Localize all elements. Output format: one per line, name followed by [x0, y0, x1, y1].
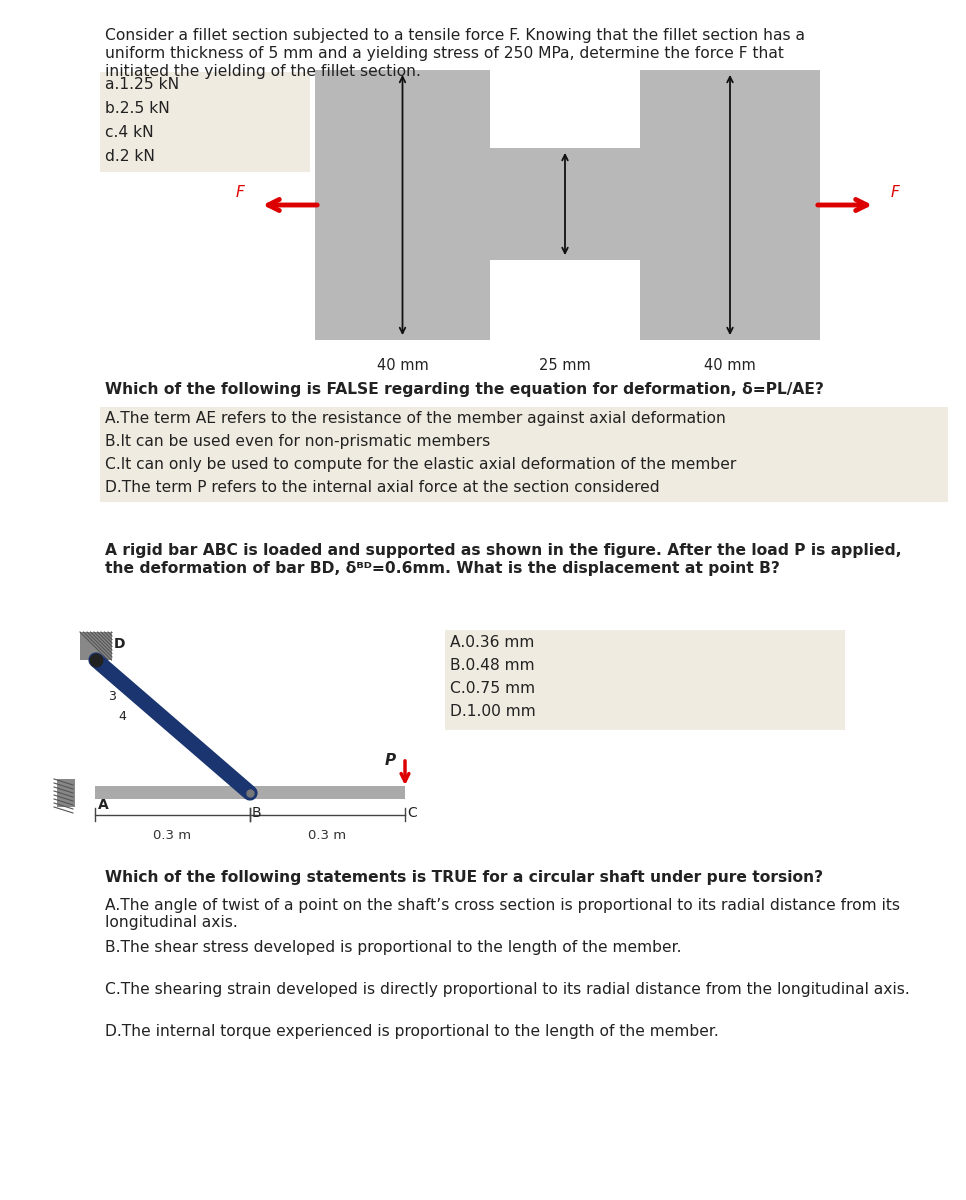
Text: B.It can be used even for non-prismatic members: B.It can be used even for non-prismatic … [105, 434, 491, 449]
Text: uniform thickness of 5 mm and a yielding stress of 250 MPa, determine the force : uniform thickness of 5 mm and a yielding… [105, 46, 783, 61]
Text: C.0.75 mm: C.0.75 mm [450, 680, 535, 696]
Text: A.The term AE refers to the resistance of the member against axial deformation: A.The term AE refers to the resistance o… [105, 410, 725, 426]
Text: A rigid bar ABC is loaded and supported as shown in the figure. After the load P: A rigid bar ABC is loaded and supported … [105, 542, 901, 558]
Text: the deformation of bar BD, δᴮᴰ=0.6mm. What is the displacement at point B?: the deformation of bar BD, δᴮᴰ=0.6mm. Wh… [105, 560, 780, 576]
Text: 0.3 m: 0.3 m [308, 829, 347, 842]
Text: C.The shearing strain developed is directly proportional to its radial distance : C.The shearing strain developed is direc… [105, 982, 910, 997]
Text: P: P [385, 754, 396, 768]
Text: 3: 3 [108, 690, 116, 703]
Bar [100, 72, 310, 172]
Text: C.It can only be used to compute for the elastic axial deformation of the member: C.It can only be used to compute for the… [105, 457, 736, 472]
Bar [490, 148, 640, 260]
Text: A: A [98, 798, 109, 812]
Text: D.The term P refers to the internal axial force at the section considered: D.The term P refers to the internal axia… [105, 480, 660, 494]
Text: c.4 kN: c.4 kN [105, 125, 154, 140]
Text: 25 mm: 25 mm [539, 358, 591, 373]
Bar [100, 407, 948, 502]
Bar [95, 786, 405, 799]
Text: B: B [252, 806, 262, 820]
Text: d.2 kN: d.2 kN [105, 149, 155, 164]
Text: Which of the following statements is TRUE for a circular shaft under pure torsio: Which of the following statements is TRU… [105, 870, 823, 886]
Bar [445, 630, 845, 730]
Text: b.2.5 kN: b.2.5 kN [105, 101, 170, 116]
Text: C: C [407, 806, 416, 820]
Text: B.0.48 mm: B.0.48 mm [450, 658, 534, 673]
Text: 4: 4 [118, 710, 126, 722]
Bar [80, 632, 112, 660]
Text: A.0.36 mm: A.0.36 mm [450, 635, 534, 650]
Text: initiated the yielding of the fillet section.: initiated the yielding of the fillet sec… [105, 64, 421, 79]
Text: a.1.25 kN: a.1.25 kN [105, 77, 179, 92]
Text: D.1.00 mm: D.1.00 mm [450, 704, 536, 719]
Bar [640, 70, 820, 340]
Text: 40 mm: 40 mm [377, 358, 428, 373]
Text: 0.3 m: 0.3 m [154, 829, 191, 842]
Text: 40 mm: 40 mm [704, 358, 755, 373]
Text: D.The internal torque experienced is proportional to the length of the member.: D.The internal torque experienced is pro… [105, 1024, 719, 1039]
Text: F: F [891, 185, 899, 200]
Text: F: F [236, 185, 244, 200]
Text: D: D [114, 637, 126, 650]
Text: Which of the following is FALSE regarding the equation for deformation, δ=PL/AE?: Which of the following is FALSE regardin… [105, 382, 824, 397]
Text: A.The angle of twist of a point on the shaft’s cross section is proportional to : A.The angle of twist of a point on the s… [105, 898, 900, 930]
Bar [315, 70, 490, 340]
Text: B.The shear stress developed is proportional to the length of the member.: B.The shear stress developed is proporti… [105, 940, 681, 955]
Bar [57, 779, 75, 806]
Text: Consider a fillet section subjected to a tensile force F. Knowing that the fille: Consider a fillet section subjected to a… [105, 28, 805, 43]
